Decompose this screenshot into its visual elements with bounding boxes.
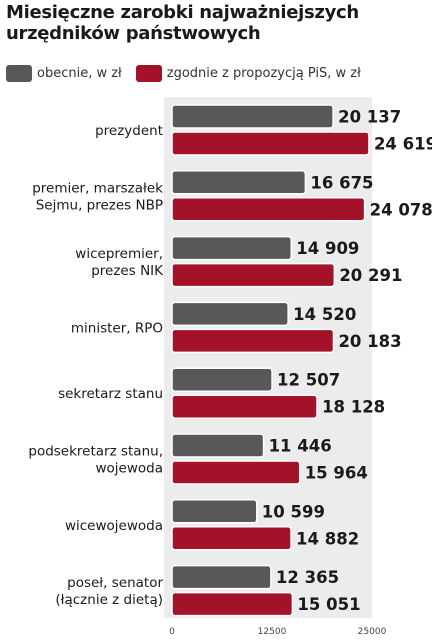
x-tick-label: 25000 [358, 627, 387, 637]
bar-proposed [171, 197, 366, 222]
bar-current [171, 104, 334, 129]
value-label-current: 14 520 [293, 305, 356, 324]
bar-current [171, 170, 307, 195]
value-label-proposed: 24 078 [370, 200, 432, 219]
legend-label-current: obecnie, w zł [37, 65, 122, 81]
bar-current [171, 564, 272, 590]
bar-proposed [171, 131, 370, 156]
category-label: prezydent [95, 123, 163, 139]
value-label-current: 10 599 [262, 502, 325, 521]
value-label-current: 14 909 [296, 239, 359, 258]
category-label: podsekretarz stanu, wojewoda [28, 444, 163, 477]
value-label-current: 16 675 [310, 173, 373, 192]
bar-proposed [171, 394, 318, 419]
category-label: minister, RPO [71, 320, 163, 336]
bar-proposed [171, 591, 294, 617]
legend-swatch-current [6, 64, 32, 82]
value-label-proposed: 18 128 [322, 398, 385, 417]
legend: obecnie, w zł zgodnie z propozycją PiS, … [6, 64, 375, 82]
value-label-proposed: 15 964 [305, 464, 368, 483]
bar-current [171, 301, 289, 327]
category-label: sekretarz stanu [58, 386, 163, 402]
value-label-proposed: 14 882 [296, 529, 359, 548]
x-tick-label: 12500 [258, 627, 287, 637]
bar-proposed [171, 262, 336, 288]
bar-proposed [171, 460, 301, 485]
value-label-current: 20 137 [338, 108, 401, 127]
value-label-proposed: 20 183 [338, 332, 401, 351]
category-label: wicepremier, prezes NIK [75, 246, 164, 279]
value-label-proposed: 15 051 [297, 595, 360, 614]
bar-proposed [171, 526, 292, 551]
chart-title: Miesięczne zarobki najważniejszych urzęd… [6, 2, 359, 44]
category-label: poseł, senator (łącznie z dietą) [55, 575, 163, 608]
bar-current [171, 433, 265, 458]
value-label-current: 12 507 [277, 371, 340, 390]
category-label: wicewojewoda [65, 518, 163, 534]
value-label-current: 11 446 [269, 437, 332, 456]
bar-current [171, 367, 273, 392]
legend-swatch-proposed [135, 64, 162, 82]
x-tick-label: 0 [169, 627, 175, 637]
bar-proposed [171, 328, 335, 354]
category-label: premier, marszałek Sejmu, prezes NBP [32, 180, 163, 213]
legend-label-proposed: zgodnie z propozycją PiS, w zł [166, 65, 361, 81]
value-label-proposed: 20 291 [339, 266, 402, 285]
value-label-current: 12 365 [276, 568, 339, 587]
value-label-proposed: 24 619 [374, 135, 432, 154]
bar-current [171, 499, 258, 524]
bar-current [171, 235, 293, 261]
